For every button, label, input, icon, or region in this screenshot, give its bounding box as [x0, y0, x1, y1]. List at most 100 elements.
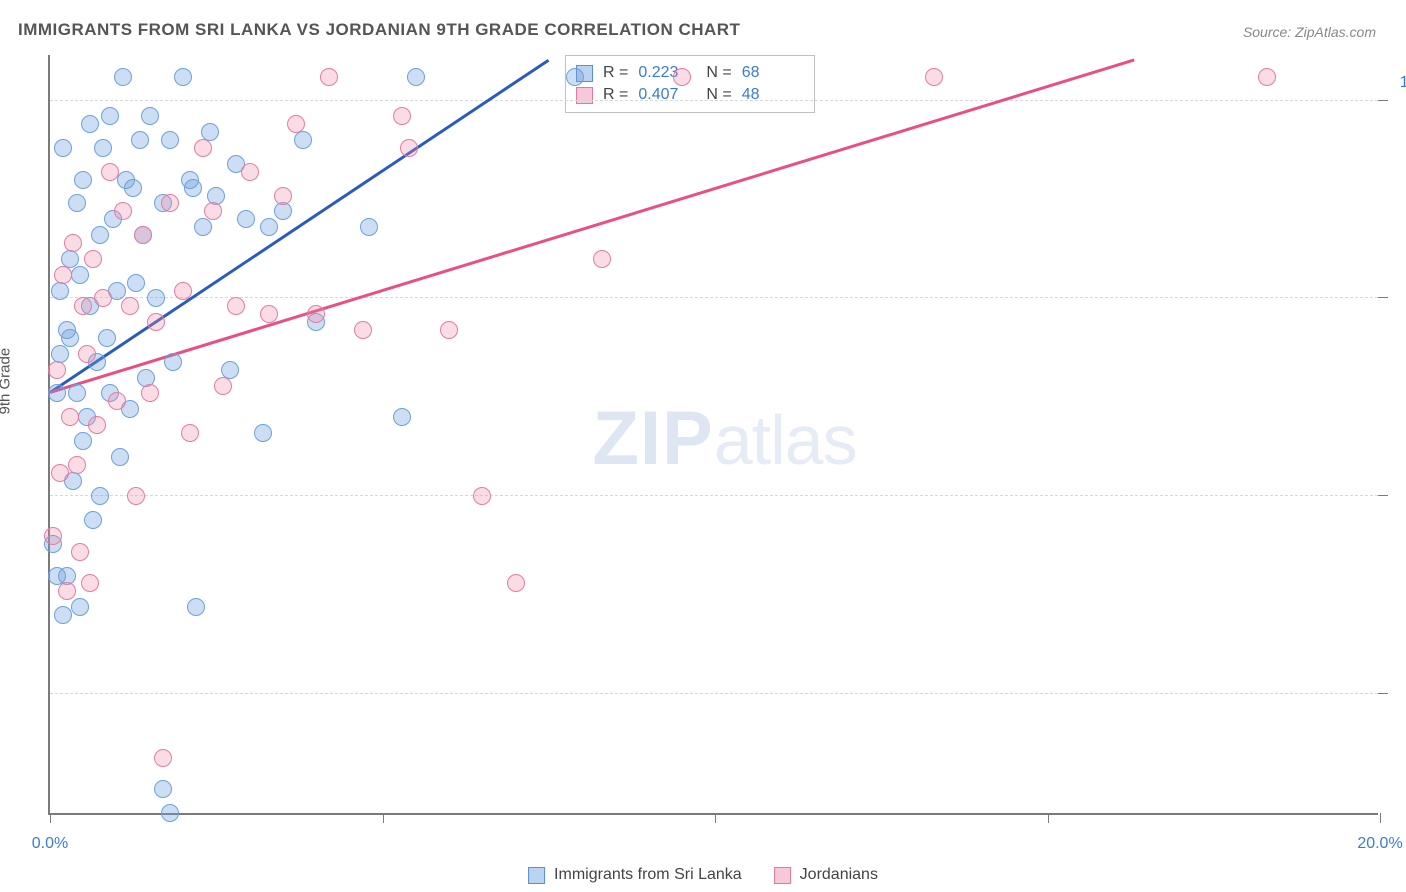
- y-tick: [1378, 693, 1388, 694]
- data-point-pink: [44, 527, 62, 545]
- data-point-pink: [147, 313, 165, 331]
- x-tick: [50, 813, 51, 823]
- data-point-pink: [174, 282, 192, 300]
- data-point-pink: [74, 297, 92, 315]
- data-point-pink: [307, 305, 325, 323]
- data-point-blue: [187, 598, 205, 616]
- data-point-pink: [925, 68, 943, 86]
- data-point-blue: [68, 194, 86, 212]
- data-point-pink: [354, 321, 372, 339]
- stats-row-pink: R = 0.407 N = 48: [576, 84, 800, 106]
- watermark: ZIPatlas: [593, 395, 857, 482]
- data-point-pink: [68, 456, 86, 474]
- data-point-pink: [400, 139, 418, 157]
- data-point-pink: [81, 574, 99, 592]
- watermark-bold: ZIP: [593, 396, 714, 481]
- data-point-blue: [237, 210, 255, 228]
- y-axis-label: 9th Grade: [0, 348, 14, 415]
- data-point-pink: [260, 305, 278, 323]
- legend-swatch-blue-icon: [528, 867, 545, 884]
- data-point-blue: [194, 218, 212, 236]
- gridline: [50, 693, 1378, 694]
- stats-n-pink: 48: [742, 86, 800, 104]
- data-point-pink: [108, 392, 126, 410]
- stats-box: R = 0.223 N = 68 R = 0.407 N = 48: [565, 55, 815, 113]
- stats-n-label: N =: [706, 86, 731, 104]
- data-point-blue: [184, 179, 202, 197]
- stats-r-pink: 0.407: [638, 86, 696, 104]
- data-point-pink: [393, 107, 411, 125]
- data-point-pink: [88, 416, 106, 434]
- data-point-pink: [101, 163, 119, 181]
- data-point-pink: [61, 408, 79, 426]
- data-point-blue: [393, 408, 411, 426]
- data-point-blue: [61, 329, 79, 347]
- data-point-blue: [174, 68, 192, 86]
- x-tick-label: 0.0%: [32, 835, 68, 853]
- data-point-blue: [98, 329, 116, 347]
- data-point-pink: [84, 250, 102, 268]
- data-point-blue: [101, 107, 119, 125]
- data-point-pink: [241, 163, 259, 181]
- data-point-blue: [71, 266, 89, 284]
- data-point-pink: [194, 139, 212, 157]
- data-point-pink: [71, 543, 89, 561]
- legend-item-blue: Immigrants from Sri Lanka: [528, 866, 742, 884]
- data-point-pink: [440, 321, 458, 339]
- trend-line-blue: [49, 59, 549, 394]
- data-point-blue: [360, 218, 378, 236]
- data-point-blue: [154, 780, 172, 798]
- data-point-pink: [287, 115, 305, 133]
- data-point-pink: [141, 384, 159, 402]
- stats-r-label: R =: [603, 86, 628, 104]
- data-point-blue: [407, 68, 425, 86]
- data-point-blue: [81, 115, 99, 133]
- data-point-blue: [161, 804, 179, 822]
- data-point-blue: [54, 139, 72, 157]
- data-point-pink: [121, 297, 139, 315]
- data-point-pink: [78, 345, 96, 363]
- data-point-pink: [593, 250, 611, 268]
- data-point-pink: [214, 377, 232, 395]
- data-point-blue: [84, 511, 102, 529]
- data-point-pink: [94, 289, 112, 307]
- data-point-pink: [58, 582, 76, 600]
- stats-n-label: N =: [706, 64, 731, 82]
- x-tick: [715, 813, 716, 823]
- data-point-pink: [64, 234, 82, 252]
- gridline: [50, 297, 1378, 298]
- watermark-rest: atlas: [714, 401, 857, 479]
- data-point-pink: [181, 424, 199, 442]
- legend-label-blue: Immigrants from Sri Lanka: [554, 866, 742, 884]
- data-point-blue: [111, 448, 129, 466]
- data-point-pink: [274, 187, 292, 205]
- data-point-blue: [91, 487, 109, 505]
- data-point-blue: [51, 282, 69, 300]
- data-point-blue: [114, 68, 132, 86]
- data-point-pink: [227, 297, 245, 315]
- data-point-pink: [473, 487, 491, 505]
- data-point-pink: [48, 361, 66, 379]
- chart-title: IMMIGRANTS FROM SRI LANKA VS JORDANIAN 9…: [18, 20, 740, 40]
- data-point-pink: [1258, 68, 1276, 86]
- data-point-blue: [48, 384, 66, 402]
- data-point-blue: [74, 432, 92, 450]
- data-point-pink: [51, 464, 69, 482]
- y-tick-label: 100.0%: [1400, 74, 1406, 92]
- data-point-blue: [147, 289, 165, 307]
- data-point-blue: [254, 424, 272, 442]
- data-point-pink: [507, 574, 525, 592]
- gridline: [50, 495, 1378, 496]
- data-point-pink: [161, 194, 179, 212]
- legend-label-pink: Jordanians: [800, 866, 878, 884]
- data-point-blue: [161, 131, 179, 149]
- data-point-blue: [141, 107, 159, 125]
- data-point-blue: [131, 131, 149, 149]
- data-point-blue: [260, 218, 278, 236]
- x-tick: [1048, 813, 1049, 823]
- data-point-pink: [134, 226, 152, 244]
- legend-item-pink: Jordanians: [774, 866, 878, 884]
- plot-area: ZIPatlas R = 0.223 N = 68 R = 0.407 N = …: [48, 55, 1378, 815]
- y-tick: [1378, 100, 1388, 101]
- x-tick: [383, 813, 384, 823]
